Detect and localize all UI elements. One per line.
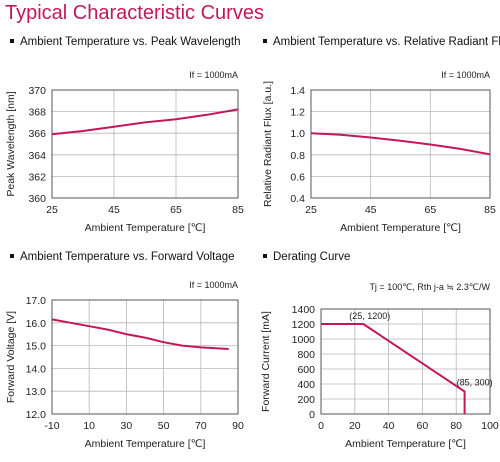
plot-frame [51,299,239,415]
condition-label: If = 1000mA [189,280,238,290]
chart-title-derating: Derating Curve [263,251,350,263]
x-axis-label: Ambient Temperature [℃] [85,222,206,234]
condition-label: Tj = 100℃, Rth j-a ≒ 2.3℃/W [369,282,490,292]
y-tick-label: 1.2 [290,107,305,119]
series-line [310,132,491,156]
y-tick-label: 1000 [292,334,316,346]
y-axis-label: Forward Current [mA] [260,311,272,412]
plot-frame [320,308,491,415]
y-tick-label: 370 [28,85,46,97]
page-title: Typical Characteristic Curves [5,2,264,24]
series-line [51,108,239,136]
plot-frame [310,89,491,199]
x-tick-label: 60 [417,420,429,432]
series-line [321,323,466,414]
x-tick-label: 80 [450,420,462,432]
y-tick-label: 364 [28,150,46,162]
chart-title-forward-voltage: Ambient Temperature vs. Forward Voltage [10,251,235,263]
x-tick-label: 45 [108,204,120,216]
y-tick-label: 1.0 [290,128,305,140]
chart-2: 1.4 1.2 1.0 0.8 0.6 0.425 45 65 85 Ambient Temper… [262,70,496,234]
x-tick-label: 85 [232,204,244,216]
y-tick-label: 14.0 [26,363,47,375]
plot-frame [51,89,239,199]
chart-title-text: Ambient Temperature vs. Peak Wavelength [20,36,241,48]
y-tick-label: 362 [28,171,46,183]
x-tick-label: 0 [318,420,324,432]
y-tick-label: 366 [28,128,46,140]
chart-title-radiant-flux: Ambient Temperature vs. Relative Radiant… [263,36,500,48]
bullet-icon [10,38,14,43]
y-tick-label: 17.0 [26,295,47,307]
x-tick-label: -10 [44,420,59,432]
series-line [51,318,229,350]
y-tick-label: 200 [297,394,315,406]
y-tick-label: 15.0 [26,341,47,353]
x-tick-label: 65 [424,204,436,216]
condition-label: If = 1000mA [189,70,238,80]
chart-title-text: Derating Curve [273,251,351,263]
y-tick-label: 16.0 [26,318,47,330]
point-annotation: (85, 300) [457,378,493,388]
chart-title-text: Ambient Temperature vs. Relative Radiant… [273,36,500,48]
x-axis-label: Ambient Temperature [℃] [345,438,466,450]
x-tick-label: 90 [232,420,244,432]
chart-title-peak-wavelength: Ambient Temperature vs. Peak Wavelength [10,36,241,48]
y-tick-label: 1400 [292,304,316,316]
y-tick-label: 0.8 [290,150,305,162]
x-axis-label: Ambient Temperature [℃] [340,222,461,234]
x-tick-label: 45 [365,204,377,216]
y-tick-label: 360 [28,193,46,205]
y-tick-label: 13.0 [26,386,47,398]
x-tick-label: 70 [195,420,207,432]
y-tick-label: 800 [297,349,315,361]
y-tick-label: 0 [309,409,315,421]
y-tick-label: 600 [297,364,315,376]
y-tick-label: 400 [297,379,315,391]
y-tick-label: 0.6 [290,171,305,183]
x-tick-label: 20 [349,420,361,432]
chart-title-text: Ambient Temperature vs. Forward Voltage [20,251,235,263]
point-annotation: (25, 1200) [349,311,390,321]
x-tick-label: 25 [305,204,317,216]
y-axis-label: Relative Radiant Flux [a.u.] [262,81,274,207]
y-axis-label: Peak Wavelength [nm] [5,91,17,196]
x-tick-label: 25 [46,204,58,216]
chart-3: 17.0 16.0 15.0 14.0 13.0 12.0-10 10 30 50 70 90 Amb… [5,280,244,450]
x-tick-label: 65 [170,204,182,216]
x-tick-label: 10 [83,420,95,432]
x-axis-label: Ambient Temperature [℃] [85,438,206,450]
bullet-icon [10,253,14,258]
bullet-icon [263,38,267,43]
bullet-icon [263,253,267,258]
y-axis-label: Forward Voltage [V] [5,311,17,403]
y-tick-label: 1.4 [290,85,305,97]
y-tick-label: 12.0 [26,409,47,421]
x-tick-label: 30 [121,420,133,432]
x-tick-label: 85 [484,204,496,216]
condition-label: If = 1000mA [441,70,490,80]
y-tick-label: 1200 [292,319,316,331]
y-tick-label: 0.4 [290,193,305,205]
y-tick-label: 368 [28,107,46,119]
x-tick-label: 100 [481,420,499,432]
x-tick-label: 50 [158,420,170,432]
x-tick-label: 40 [383,420,395,432]
chart-4: 1400 1200 1000 800 600 400 200 00 20 40 60 80 100 Amb… [260,282,499,450]
